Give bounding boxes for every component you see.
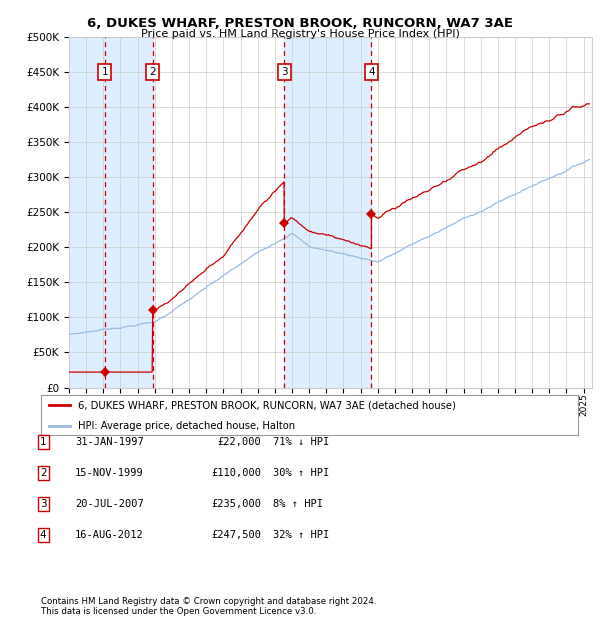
- Text: 15-NOV-1999: 15-NOV-1999: [75, 468, 144, 478]
- Text: Contains HM Land Registry data © Crown copyright and database right 2024.: Contains HM Land Registry data © Crown c…: [41, 597, 376, 606]
- Text: 1: 1: [101, 67, 108, 78]
- Text: £235,000: £235,000: [211, 499, 261, 509]
- Text: 71% ↓ HPI: 71% ↓ HPI: [273, 437, 329, 447]
- Text: 4: 4: [40, 530, 47, 540]
- Bar: [104, 37, 153, 387]
- Text: 30% ↑ HPI: 30% ↑ HPI: [273, 468, 329, 478]
- Text: Price paid vs. HM Land Registry's House Price Index (HPI): Price paid vs. HM Land Registry's House …: [140, 29, 460, 39]
- Text: 3: 3: [40, 499, 47, 509]
- Text: HPI: Average price, detached house, Halton: HPI: Average price, detached house, Halt…: [79, 422, 296, 432]
- Text: 16-AUG-2012: 16-AUG-2012: [75, 530, 144, 540]
- Bar: [284, 37, 371, 387]
- Text: 6, DUKES WHARF, PRESTON BROOK, RUNCORN, WA7 3AE (detached house): 6, DUKES WHARF, PRESTON BROOK, RUNCORN, …: [79, 400, 456, 410]
- Text: 31-JAN-1997: 31-JAN-1997: [75, 437, 144, 447]
- Text: This data is licensed under the Open Government Licence v3.0.: This data is licensed under the Open Gov…: [41, 607, 316, 616]
- Text: 32% ↑ HPI: 32% ↑ HPI: [273, 530, 329, 540]
- Text: 2: 2: [40, 468, 47, 478]
- Text: 6, DUKES WHARF, PRESTON BROOK, RUNCORN, WA7 3AE: 6, DUKES WHARF, PRESTON BROOK, RUNCORN, …: [87, 17, 513, 30]
- Text: 3: 3: [281, 67, 287, 78]
- Text: 1: 1: [40, 437, 47, 447]
- Text: 8% ↑ HPI: 8% ↑ HPI: [273, 499, 323, 509]
- Text: £110,000: £110,000: [211, 468, 261, 478]
- Text: 2: 2: [149, 67, 156, 78]
- Text: 20-JUL-2007: 20-JUL-2007: [75, 499, 144, 509]
- Text: 4: 4: [368, 67, 375, 78]
- Text: £247,500: £247,500: [211, 530, 261, 540]
- Bar: [69, 37, 104, 387]
- Text: £22,000: £22,000: [217, 437, 261, 447]
